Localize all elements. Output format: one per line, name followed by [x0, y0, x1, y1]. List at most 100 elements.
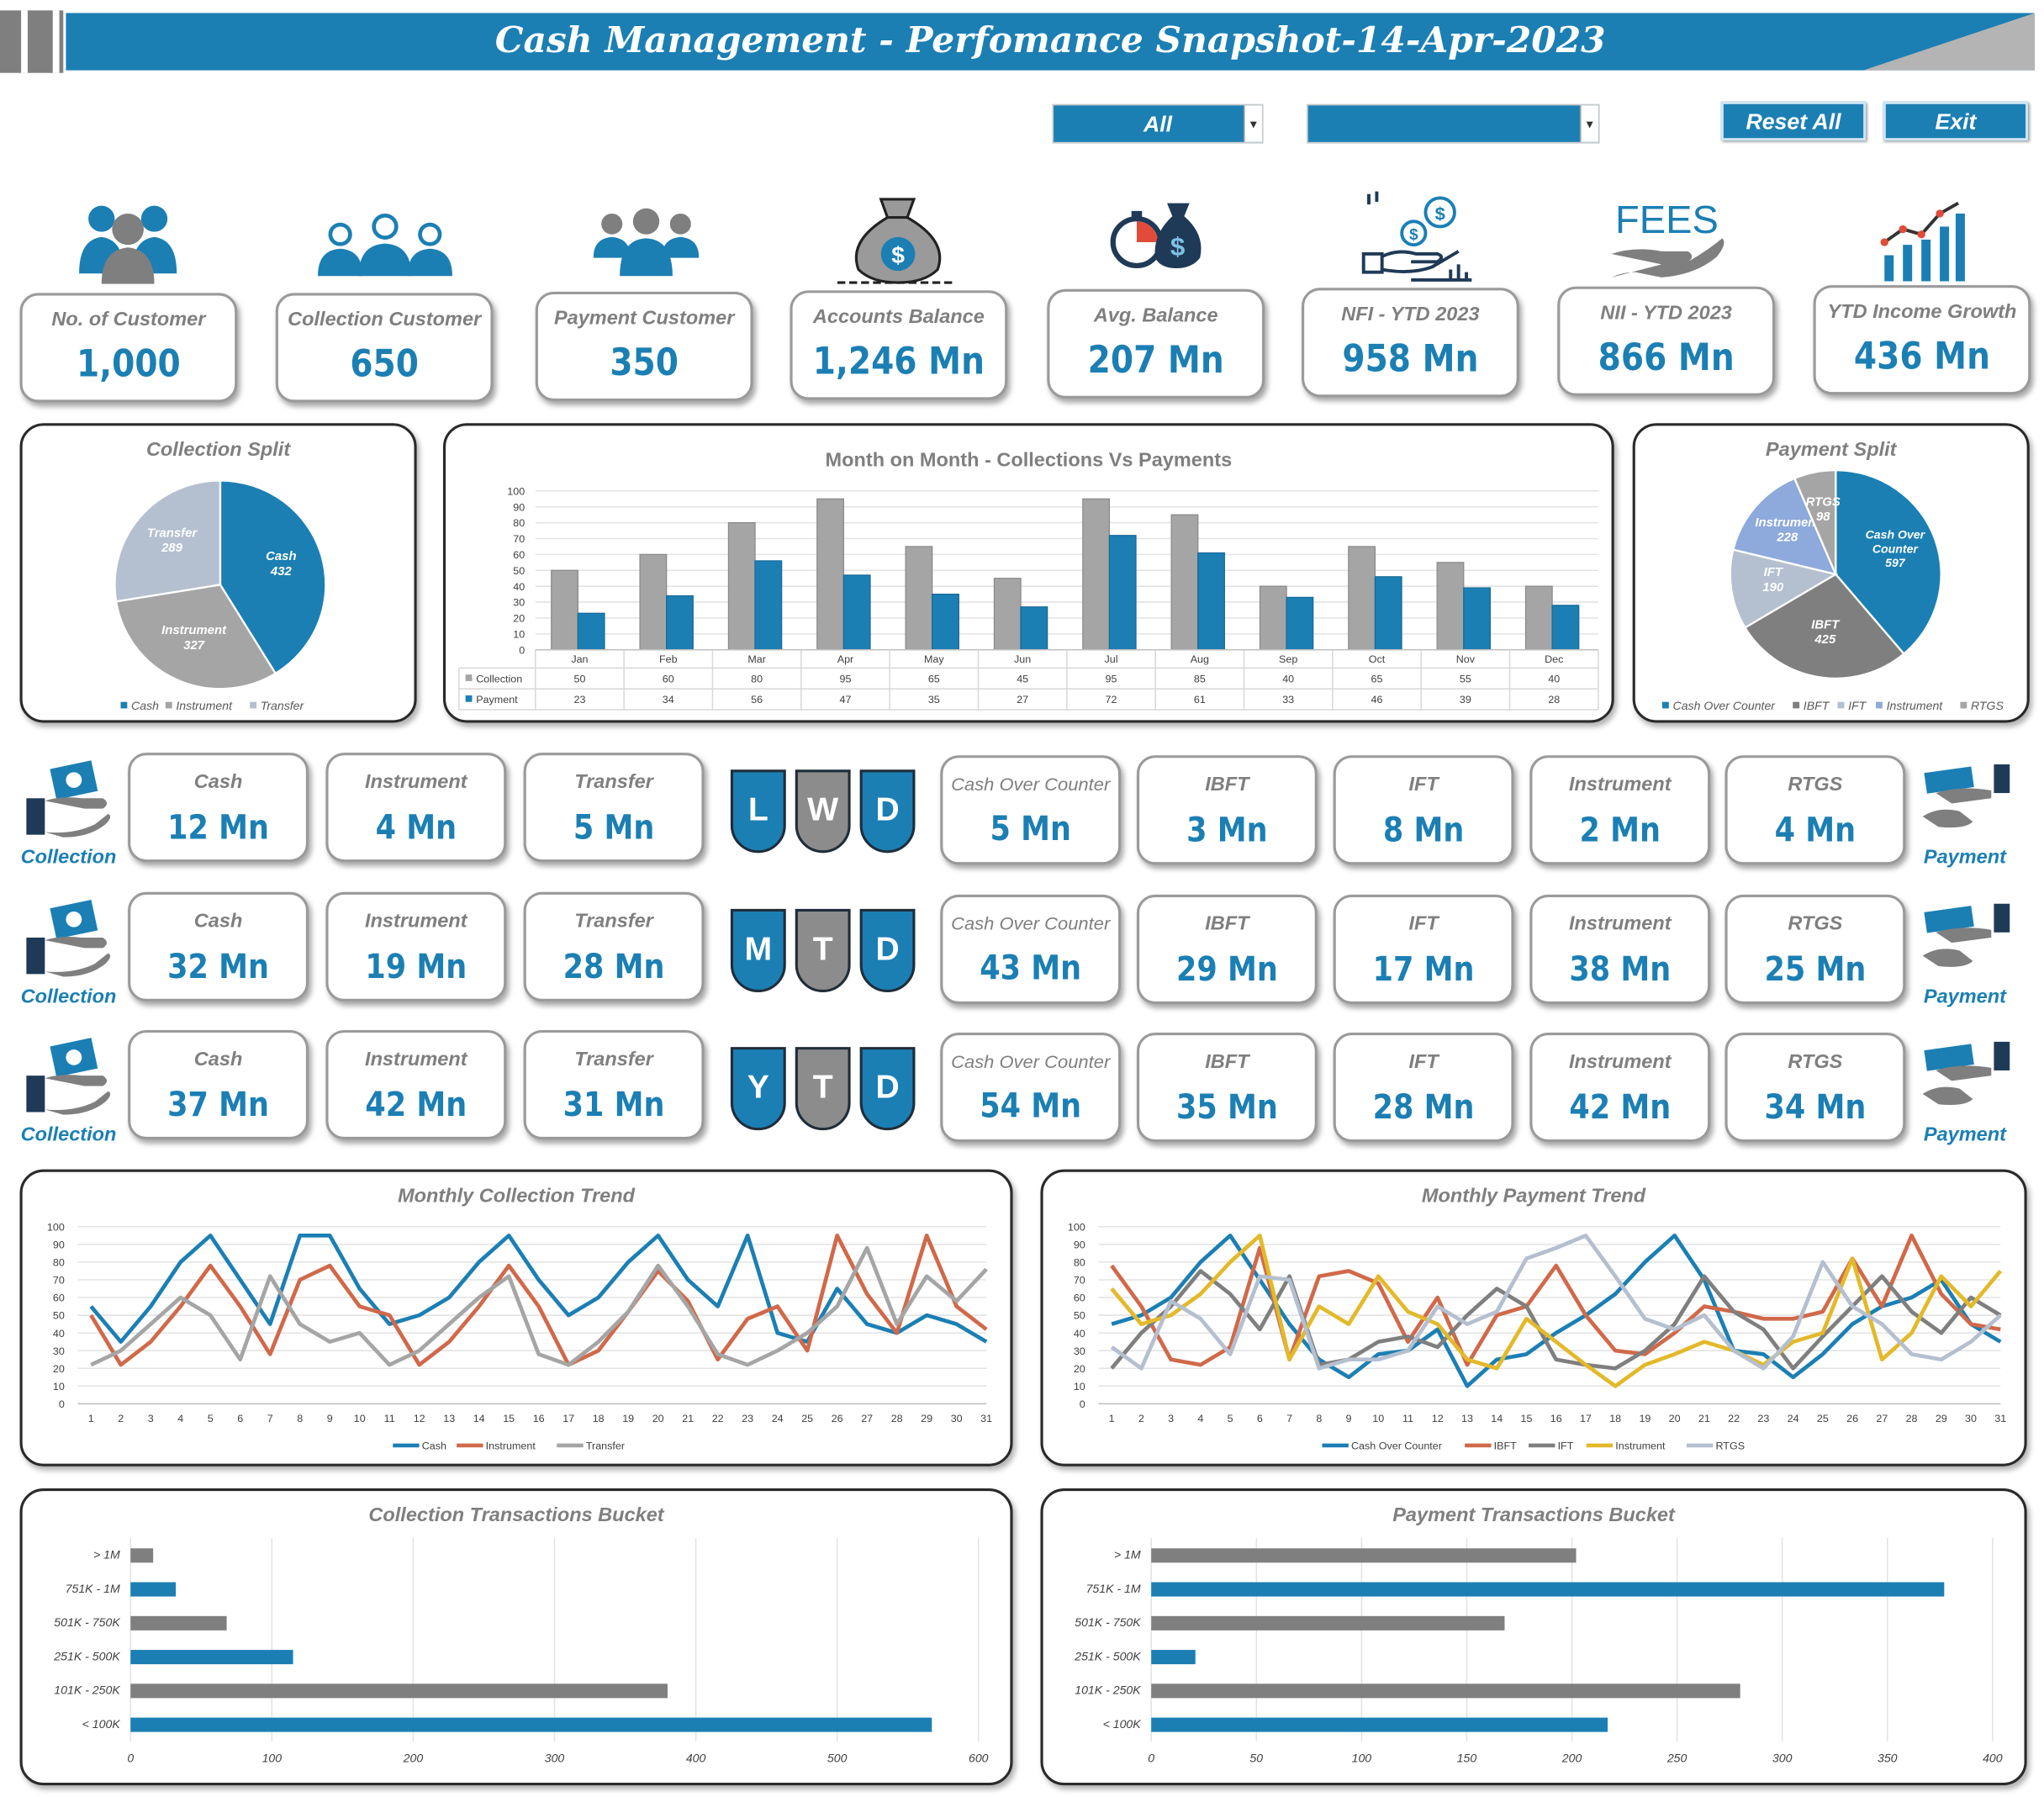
- collection-bucket-panel: Collection Transactions Bucket 0 100 200 30…: [19, 1488, 1013, 1786]
- payment-instrument-card: Instrument 2 Mn: [1529, 755, 1711, 865]
- pie-slice-ibft: [1743, 573, 1905, 679]
- bar-collection: [1524, 585, 1553, 651]
- x-tick-label: 26: [832, 1413, 843, 1424]
- period-badge-0: Y: [730, 1047, 786, 1131]
- pie-slice-ift: [1729, 548, 1839, 629]
- card-value: 4 Mn: [375, 808, 457, 848]
- pie-label-line: 228: [1776, 531, 1798, 545]
- kpi-value: 436 Mn: [1853, 333, 1990, 378]
- x-tick-label: 3: [148, 1413, 154, 1424]
- x-tick-label: 8: [1316, 1413, 1322, 1424]
- table-value: 35: [928, 694, 940, 706]
- bucket-bar: [1151, 1717, 1608, 1732]
- x-tick-label: 29: [1936, 1413, 1947, 1424]
- monthly-payment-trend-panel: Monthly Payment Trend 0 10 20 30 40 50 60 70 80 9…: [1040, 1169, 2027, 1467]
- fees-hand-icon: FEES: [1608, 192, 1727, 285]
- card-value: 29 Mn: [1175, 950, 1278, 990]
- y-category-label: 101K - 250K: [54, 1683, 120, 1697]
- kpi-card-customers: No. of Customer 1,000: [19, 293, 238, 403]
- x-tick-label: 50: [1249, 1751, 1263, 1764]
- x-tick-label: 300: [545, 1751, 565, 1764]
- x-tick-label: 5: [208, 1413, 214, 1424]
- bar-payment: [842, 574, 871, 651]
- payment-rtgs-card: RTGS 34 Mn: [1724, 1033, 1906, 1143]
- reset-all-button[interactable]: Reset All: [1720, 101, 1867, 141]
- bar-collection: [1170, 514, 1199, 651]
- kpi-card-nii-ytd: NII - YTD 2023 866 Mn: [1557, 286, 1776, 396]
- bucket-bar: [1151, 1615, 1505, 1631]
- filter-dropdown-2[interactable]: ▾: [1307, 103, 1600, 144]
- x-tick-label: 19: [1639, 1413, 1651, 1424]
- payment-cash-over-counter-card: Cash Over Counter 54 Mn: [940, 1033, 1122, 1143]
- svg-text:$: $: [1409, 225, 1418, 243]
- x-tick-label: 2: [118, 1413, 124, 1424]
- y-tick-label: 70: [1074, 1275, 1085, 1287]
- filter-dropdown-1-value: All: [1143, 112, 1173, 137]
- card-label: IFT: [1408, 912, 1439, 935]
- card-value: 28 Mn: [562, 948, 665, 987]
- bucket-bar: [130, 1582, 177, 1597]
- x-tick-label: 200: [1561, 1751, 1582, 1764]
- y-category-label: < 100K: [82, 1717, 121, 1731]
- x-tick-label: 1: [1109, 1413, 1115, 1424]
- card-value: 28 Mn: [1372, 1088, 1475, 1128]
- x-tick-label: 500: [827, 1751, 848, 1764]
- y-tick-label: 60: [513, 549, 525, 561]
- legend-label: Cash Over Counter: [1351, 1440, 1442, 1452]
- filter-dropdown-1[interactable]: All ▾: [1052, 103, 1264, 144]
- pie-slice-rtgs: [1793, 468, 1837, 575]
- x-tick-label: 11: [1402, 1413, 1413, 1424]
- y-tick-label: 60: [1074, 1292, 1085, 1304]
- card-label: Cash: [193, 910, 243, 933]
- legend-label: Instrument: [1887, 699, 1944, 712]
- svg-text:$: $: [1170, 232, 1185, 262]
- bucket-bar: [130, 1683, 668, 1699]
- table-value: 28: [1548, 694, 1560, 706]
- collection-cash-card: Cash 37 Mn: [128, 1029, 309, 1140]
- card-value: 31 Mn: [562, 1086, 665, 1125]
- payment-label: Payment: [1923, 986, 2006, 1008]
- kpi-card-accounts-balance: Accounts Balance 1,246 Mn: [790, 290, 1008, 400]
- collection-label: Collection: [20, 1123, 117, 1146]
- legend-label: Collection: [476, 674, 522, 685]
- exit-button[interactable]: Exit: [1883, 101, 2029, 141]
- pie-label-line: RTGS: [1806, 495, 1841, 509]
- x-tick-label: 28: [1906, 1413, 1918, 1424]
- header-corner-decoration: [1863, 13, 2036, 71]
- period-badge-2: D: [859, 1047, 916, 1131]
- fees-icon-text: FEES: [1615, 198, 1719, 241]
- card-label: Instrument: [365, 1048, 467, 1070]
- payment-side-item: Payment: [1912, 759, 2017, 876]
- x-tick-label: 14: [1491, 1413, 1503, 1424]
- x-tick-label: 31: [1994, 1413, 2006, 1424]
- x-tick-label: 350: [1878, 1751, 1898, 1764]
- y-tick-label: 0: [59, 1398, 65, 1410]
- x-tick-label: 4: [1197, 1413, 1203, 1424]
- pie-label-line: 425: [1814, 633, 1836, 647]
- x-tick-label: 24: [772, 1413, 784, 1424]
- x-tick-label: 15: [503, 1413, 515, 1424]
- x-tick-label: 29: [921, 1413, 932, 1424]
- card-label: Instrument: [1568, 1050, 1672, 1074]
- x-tick-label: 13: [1461, 1413, 1473, 1424]
- legend-label: Instrument: [176, 699, 233, 712]
- y-category-label: < 100K: [1103, 1717, 1142, 1731]
- y-category-label: 501K - 750K: [54, 1615, 120, 1629]
- card-label: Instrument: [1568, 773, 1672, 796]
- dropdown-arrow-icon[interactable]: ▾: [1244, 105, 1262, 142]
- pie-label-line: Instrument: [1755, 516, 1820, 530]
- card-value: 54 Mn: [980, 1087, 1082, 1127]
- x-tick-label: 18: [593, 1413, 605, 1424]
- trend-line-rtgs: [1110, 1233, 2002, 1371]
- payment-rtgs-card: RTGS 25 Mn: [1724, 894, 1906, 1004]
- card-label: Instrument: [365, 770, 467, 794]
- pie-label-line: 98: [1816, 510, 1830, 524]
- payment-instrument-card: Instrument 42 Mn: [1529, 1033, 1711, 1143]
- pie-label-line: 327: [183, 639, 205, 653]
- legend-swatch: [465, 674, 473, 681]
- dropdown-arrow-icon[interactable]: ▾: [1579, 105, 1598, 142]
- x-tick-label: 4: [177, 1413, 183, 1424]
- growth-chart-icon: [1880, 201, 1965, 282]
- legend-swatch: [1793, 701, 1800, 709]
